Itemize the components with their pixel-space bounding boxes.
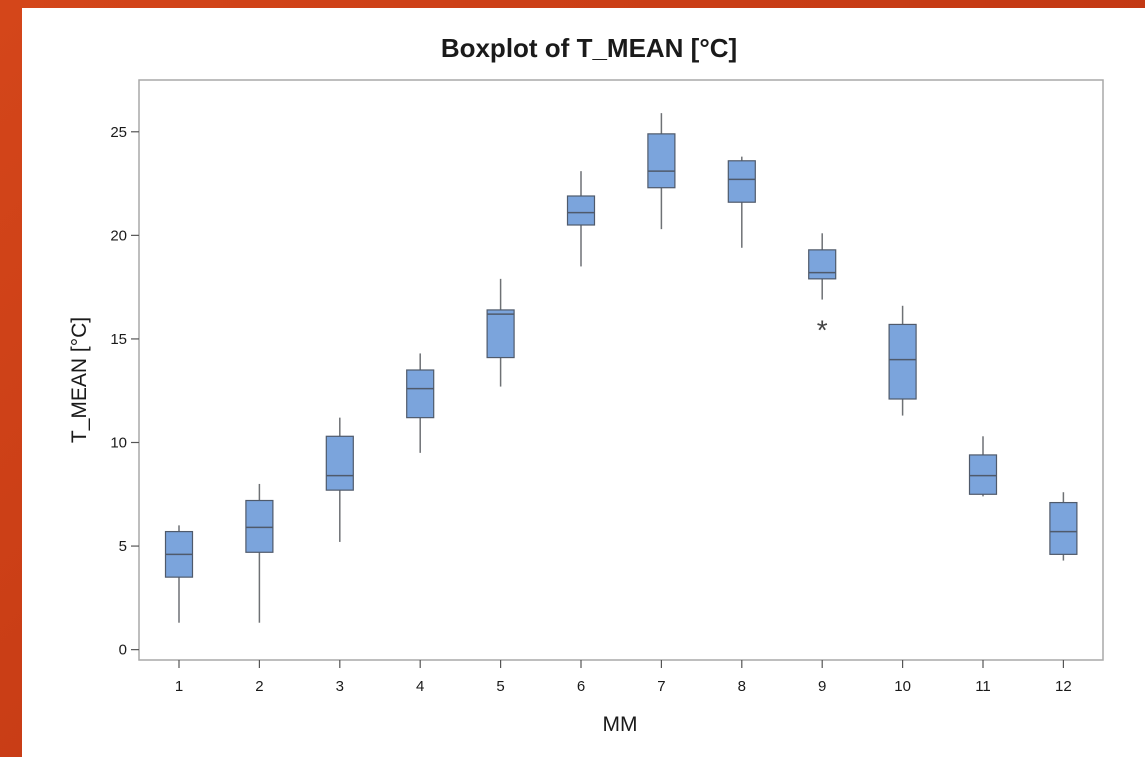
- x-tick-label: 7: [657, 678, 665, 695]
- box-month-2: [245, 483, 274, 623]
- outlier-marker: *: [817, 315, 828, 346]
- x-tick-label: 11: [975, 678, 991, 695]
- y-tick-label: 0: [119, 642, 127, 659]
- box-month-8: [727, 156, 756, 248]
- y-tick-label: 10: [110, 435, 127, 452]
- x-tick-label: 3: [336, 678, 344, 695]
- box-iqr: [406, 369, 435, 419]
- x-tick-label: 12: [1055, 678, 1072, 695]
- box-month-10: [888, 305, 917, 416]
- box-iqr: [647, 133, 676, 189]
- box-month-5: [486, 278, 515, 387]
- box-iqr: [566, 195, 596, 226]
- x-tick-label: 1: [175, 678, 183, 695]
- box-iqr: [245, 499, 274, 553]
- y-tick-label: 20: [110, 227, 127, 244]
- box-iqr: [325, 435, 354, 491]
- x-tick-label: 8: [738, 678, 746, 695]
- box-iqr: [486, 309, 515, 359]
- box-month-4: [406, 353, 435, 453]
- y-axis-title: T_MEAN [°C]: [68, 317, 91, 443]
- x-tick-label: 2: [255, 678, 263, 695]
- x-axis-title: MM: [603, 713, 638, 736]
- y-tick-label: 15: [110, 331, 127, 348]
- box-iqr: [1049, 501, 1078, 555]
- y-tick-label: 5: [119, 538, 127, 555]
- box-month-9: *: [808, 233, 837, 346]
- box-iqr: [727, 160, 756, 203]
- x-tick-label: 4: [416, 678, 424, 695]
- box-month-6: [566, 171, 596, 267]
- box-iqr: [968, 454, 998, 495]
- y-axis: 0 5 10 15 20 25: [110, 124, 139, 659]
- box-iqr: [888, 323, 917, 400]
- chart-title: Boxplot of T_MEAN [°C]: [441, 33, 737, 63]
- box-series: *: [164, 113, 1078, 623]
- x-tick-label: 9: [818, 678, 826, 695]
- box-month-7: [647, 113, 676, 230]
- x-tick-label: 6: [577, 678, 585, 695]
- box-month-3: [325, 417, 354, 542]
- box-month-11: [968, 436, 998, 497]
- x-tick-label: 5: [496, 678, 504, 695]
- plot-area-frame: [138, 79, 1104, 661]
- box-iqr: [808, 249, 837, 280]
- x-tick-label: 10: [894, 678, 911, 695]
- box-month-1: [164, 525, 194, 623]
- box-month-12: [1049, 492, 1078, 561]
- x-axis: 1 2 3 4 5 6 7 8 9 10 11 12: [175, 660, 1072, 695]
- y-tick-label: 25: [110, 124, 127, 141]
